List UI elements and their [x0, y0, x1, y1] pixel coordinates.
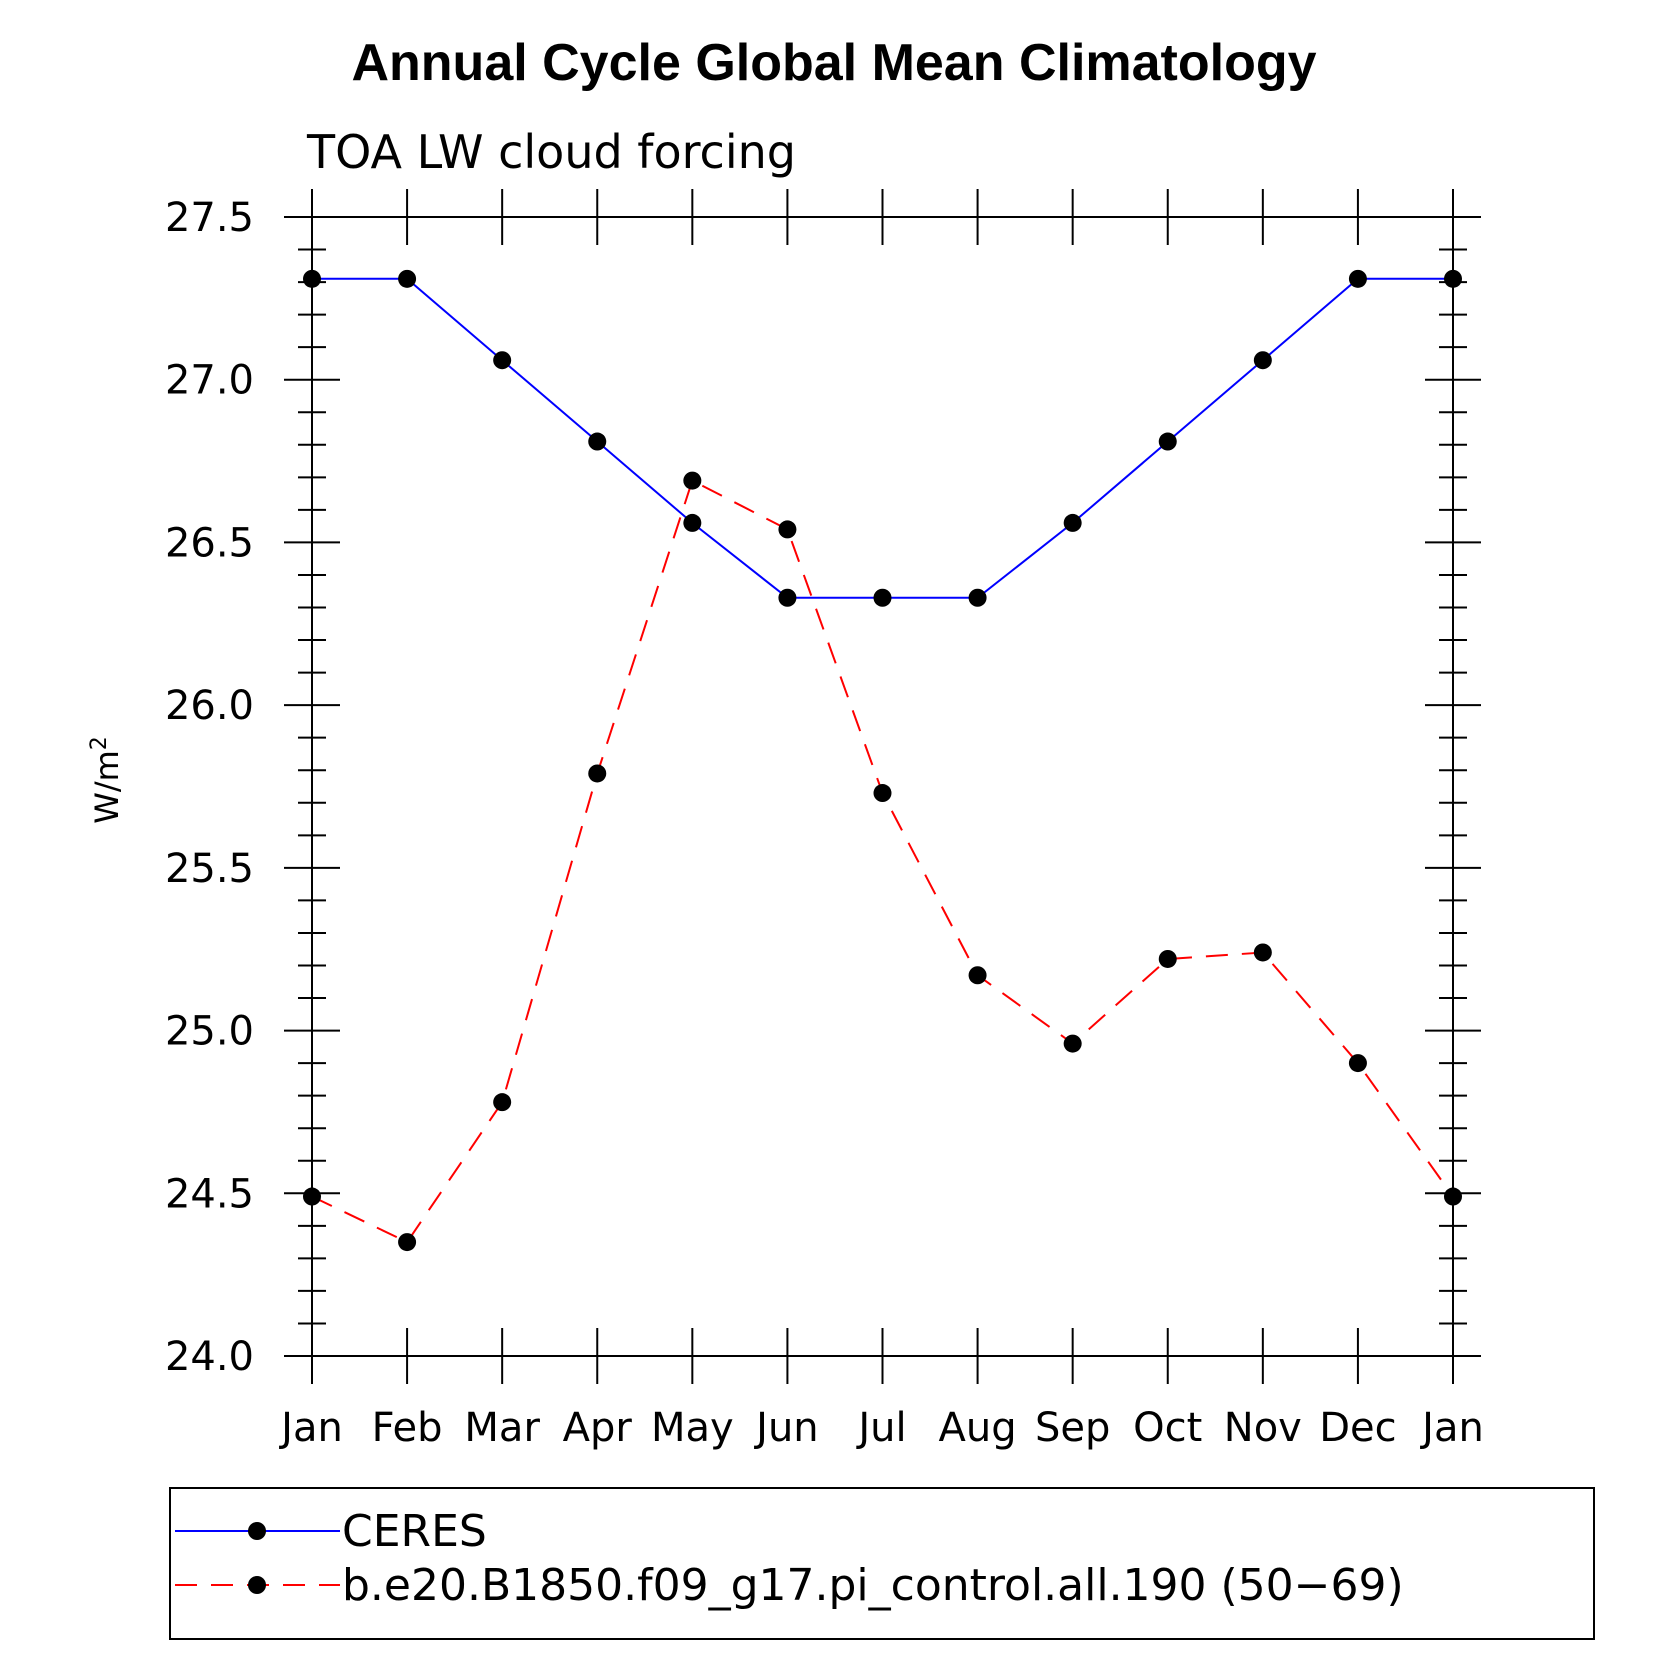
- series-line-0: [312, 277, 1453, 599]
- legend-label-model: b.e20.B1850.f09_g17.pi_control.all.190 (…: [342, 1560, 1404, 1611]
- data-point-series-1: [873, 784, 892, 803]
- data-point-series-0: [1444, 269, 1462, 288]
- chart-subtitle: TOA LW cloud forcing: [306, 125, 796, 179]
- data-point-series-0: [303, 269, 321, 288]
- x-tick-label: Nov: [1224, 1405, 1302, 1451]
- y-tick-label: 25.0: [165, 1009, 254, 1055]
- y-tick-label: 24.0: [165, 1334, 254, 1380]
- y-tick-label: 26.5: [165, 520, 254, 566]
- data-point-series-0: [873, 588, 892, 607]
- data-point-series-1: [1444, 1187, 1462, 1206]
- x-tick-label: Jan: [278, 1405, 343, 1451]
- x-tick-label: Feb: [372, 1405, 443, 1451]
- data-point-series-0: [1253, 351, 1272, 370]
- legend-box: [169, 1487, 1595, 1640]
- data-point-series-1: [493, 1093, 512, 1112]
- x-tick-label: May: [651, 1405, 734, 1451]
- data-point-series-0: [1063, 513, 1082, 532]
- y-tick-label: 26.0: [165, 683, 254, 729]
- x-tick-label: Dec: [1319, 1405, 1396, 1451]
- x-tick-label: Jul: [855, 1405, 906, 1451]
- y-axis-label-base: W/m: [88, 750, 126, 824]
- data-point-series-0: [588, 432, 607, 451]
- data-point-series-0: [1348, 269, 1367, 288]
- data-point-series-0: [778, 588, 797, 607]
- data-point-series-0: [968, 588, 987, 607]
- data-point-series-1: [778, 520, 797, 539]
- data-point-series-0: [683, 513, 702, 532]
- y-tick-label: 24.5: [165, 1171, 254, 1217]
- legend-label-ceres: CERES: [342, 1506, 487, 1557]
- data-point-series-1: [968, 966, 987, 985]
- data-point-series-1: [1253, 943, 1272, 962]
- y-tick-label: 25.5: [165, 846, 254, 892]
- data-point-series-1: [588, 764, 607, 783]
- x-tick-label: Mar: [464, 1405, 540, 1451]
- data-point-series-1: [1348, 1054, 1367, 1073]
- chart-title: Annual Cycle Global Mean Climatology: [351, 34, 1316, 92]
- legend: CERES b.e20.B1850.f09_g17.pi_control.all…: [169, 1487, 1595, 1640]
- data-point-series-1: [398, 1233, 417, 1252]
- svg-text:W/m2: W/m2: [87, 736, 126, 824]
- y-axis-label: W/m2: [87, 736, 126, 824]
- data-point-series-0: [1158, 432, 1177, 451]
- data-point-series-1: [1158, 949, 1177, 968]
- x-tick-label: Oct: [1133, 1405, 1202, 1451]
- data-point-series-0: [398, 269, 417, 288]
- x-tick-label: Jun: [753, 1405, 819, 1451]
- plot-area: 24.0 24.5 25.0 25.5 26.0 26.5 27.0 27.5 Jan Feb Ma…: [165, 189, 1484, 1451]
- data-point-series-1: [1063, 1034, 1082, 1053]
- y-tick-label: 27.0: [165, 358, 254, 404]
- x-tick-label: Apr: [563, 1405, 633, 1451]
- x-tick-label: Aug: [939, 1405, 1017, 1451]
- x-tick-label: Sep: [1035, 1405, 1110, 1451]
- data-point-series-1: [303, 1187, 321, 1206]
- legend-marker-model: [248, 1576, 266, 1594]
- x-tick-label: Jan: [1419, 1405, 1484, 1451]
- data-point-series-0: [493, 351, 512, 370]
- y-tick-label: 27.5: [165, 195, 254, 241]
- data-point-series-1: [683, 471, 702, 490]
- legend-marker-ceres: [248, 1522, 266, 1540]
- y-axis-label-superscript: 2: [87, 736, 112, 750]
